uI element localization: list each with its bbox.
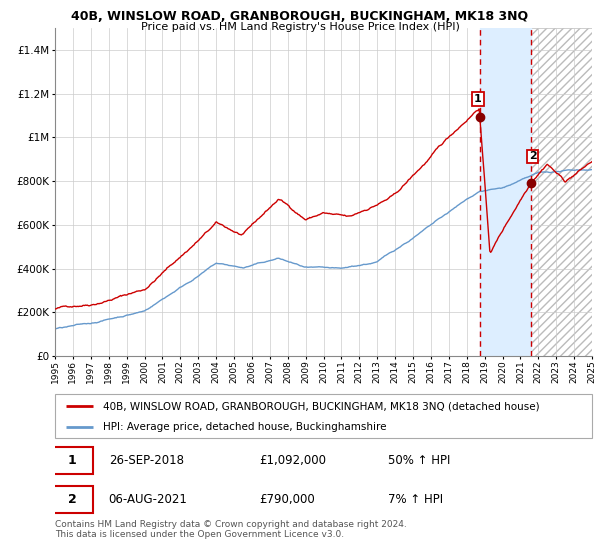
Text: 26-SEP-2018: 26-SEP-2018 bbox=[109, 454, 184, 467]
Text: 1: 1 bbox=[474, 94, 482, 104]
Text: 40B, WINSLOW ROAD, GRANBOROUGH, BUCKINGHAM, MK18 3NQ: 40B, WINSLOW ROAD, GRANBOROUGH, BUCKINGH… bbox=[71, 10, 529, 23]
Text: 40B, WINSLOW ROAD, GRANBOROUGH, BUCKINGHAM, MK18 3NQ (detached house): 40B, WINSLOW ROAD, GRANBOROUGH, BUCKINGH… bbox=[103, 402, 540, 411]
FancyBboxPatch shape bbox=[52, 486, 92, 513]
Text: 7% ↑ HPI: 7% ↑ HPI bbox=[388, 493, 443, 506]
FancyBboxPatch shape bbox=[55, 394, 592, 438]
Text: 1: 1 bbox=[68, 454, 77, 467]
Text: 06-AUG-2021: 06-AUG-2021 bbox=[109, 493, 188, 506]
Bar bbox=[480, 28, 531, 356]
Text: 2: 2 bbox=[529, 151, 536, 161]
Text: Contains HM Land Registry data © Crown copyright and database right 2024.
This d: Contains HM Land Registry data © Crown c… bbox=[55, 520, 407, 539]
Bar bbox=[531, 28, 592, 356]
Text: HPI: Average price, detached house, Buckinghamshire: HPI: Average price, detached house, Buck… bbox=[103, 422, 387, 432]
Text: Price paid vs. HM Land Registry's House Price Index (HPI): Price paid vs. HM Land Registry's House … bbox=[140, 22, 460, 32]
Text: £1,092,000: £1,092,000 bbox=[259, 454, 326, 467]
Text: £790,000: £790,000 bbox=[259, 493, 315, 506]
FancyBboxPatch shape bbox=[52, 447, 92, 474]
Text: 2: 2 bbox=[68, 493, 77, 506]
Text: 50% ↑ HPI: 50% ↑ HPI bbox=[388, 454, 451, 467]
